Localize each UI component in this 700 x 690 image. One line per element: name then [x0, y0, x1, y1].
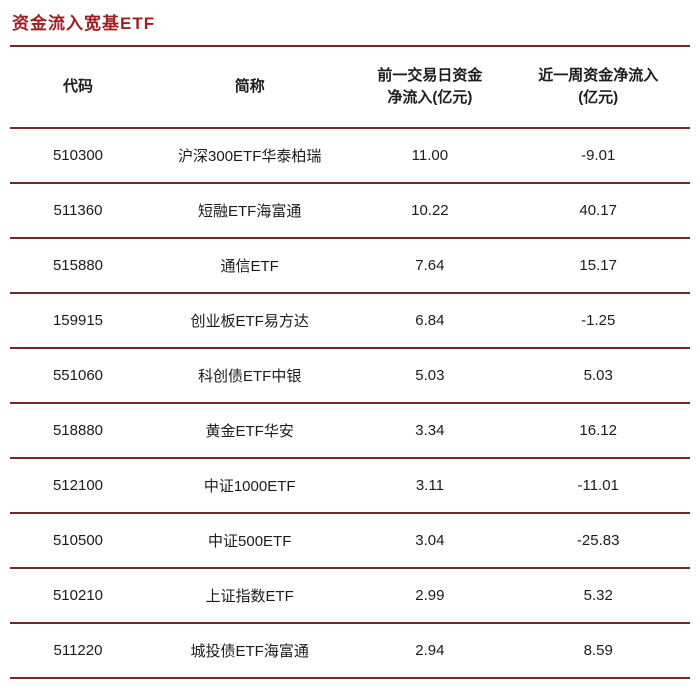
table-row: 159915 创业板ETF易方达 6.84 -1.25	[10, 293, 690, 350]
header-code: 代码	[10, 47, 146, 130]
code-cell: 159915	[10, 293, 146, 350]
table-row: 510300 沪深300ETF华泰柏瑞 11.00 -9.01	[10, 128, 690, 185]
week-flow-cell: -9.01	[506, 128, 690, 185]
name-cell: 创业板ETF易方达	[146, 293, 354, 350]
header-prev-day-net-inflow: 前一交易日资金 净流入(亿元)	[353, 47, 507, 130]
prev-day-flow-cell: 3.04	[353, 513, 507, 570]
prev-day-flow-cell: 2.94	[353, 623, 507, 680]
name-cell: 沪深300ETF华泰柏瑞	[146, 128, 354, 185]
name-cell: 科创债ETF中银	[146, 348, 354, 405]
table-row: 512100 中证1000ETF 3.11 -11.01	[10, 458, 690, 515]
prev-day-flow-cell: 5.03	[353, 348, 507, 405]
name-cell: 黄金ETF华安	[146, 403, 354, 460]
code-cell: 518880	[10, 403, 146, 460]
header-name: 简称	[146, 47, 354, 130]
header-week-net-inflow: 近一周资金净流入 (亿元)	[506, 47, 690, 130]
table-row: 551060 科创债ETF中银 5.03 5.03	[10, 348, 690, 405]
prev-day-flow-cell: 3.11	[353, 458, 507, 515]
week-flow-cell: -11.01	[506, 458, 690, 515]
prev-day-flow-cell: 11.00	[353, 128, 507, 185]
table-row: 510500 中证500ETF 3.04 -25.83	[10, 513, 690, 570]
code-cell: 510500	[10, 513, 146, 570]
week-flow-cell: 16.12	[506, 403, 690, 460]
code-cell: 510300	[10, 128, 146, 185]
prev-day-flow-cell: 2.99	[353, 568, 507, 625]
week-flow-cell: 15.17	[506, 238, 690, 295]
code-cell: 515880	[10, 238, 146, 295]
week-flow-cell: 5.03	[506, 348, 690, 405]
table-row: 511360 短融ETF海富通 10.22 40.17	[10, 183, 690, 240]
etf-table-body: 510300 沪深300ETF华泰柏瑞 11.00 -9.01 511360 短融ETF海…	[10, 128, 690, 680]
code-cell: 511360	[10, 183, 146, 240]
table-row: 518880 黄金ETF华安 3.34 16.12	[10, 403, 690, 460]
page-title: 资金流入宽基ETF	[12, 14, 156, 33]
table-row: 515880 通信ETF 7.64 15.17	[10, 238, 690, 295]
etf-table: 代码 简称 前一交易日资金 净流入(亿元) 近一周资金净流入 (亿元) 5103…	[10, 47, 690, 680]
prev-day-flow-cell: 10.22	[353, 183, 507, 240]
code-cell: 512100	[10, 458, 146, 515]
prev-day-flow-cell: 6.84	[353, 293, 507, 350]
week-flow-cell: 5.32	[506, 568, 690, 625]
table-header-row: 代码 简称 前一交易日资金 净流入(亿元) 近一周资金净流入 (亿元)	[10, 47, 690, 130]
code-cell: 551060	[10, 348, 146, 405]
week-flow-cell: 8.59	[506, 623, 690, 680]
name-cell: 中证500ETF	[146, 513, 354, 570]
name-cell: 上证指数ETF	[146, 568, 354, 625]
title-divider	[10, 45, 690, 48]
name-cell: 短融ETF海富通	[146, 183, 354, 240]
name-cell: 通信ETF	[146, 238, 354, 295]
name-cell: 城投债ETF海富通	[146, 623, 354, 680]
table-row: 511220 城投债ETF海富通 2.94 8.59	[10, 623, 690, 680]
week-flow-cell: -25.83	[506, 513, 690, 570]
code-cell: 511220	[10, 623, 146, 680]
table-row: 510210 上证指数ETF 2.99 5.32	[10, 568, 690, 625]
week-flow-cell: 40.17	[506, 183, 690, 240]
prev-day-flow-cell: 3.34	[353, 403, 507, 460]
week-flow-cell: -1.25	[506, 293, 690, 350]
name-cell: 中证1000ETF	[146, 458, 354, 515]
code-cell: 510210	[10, 568, 146, 625]
prev-day-flow-cell: 7.64	[353, 238, 507, 295]
